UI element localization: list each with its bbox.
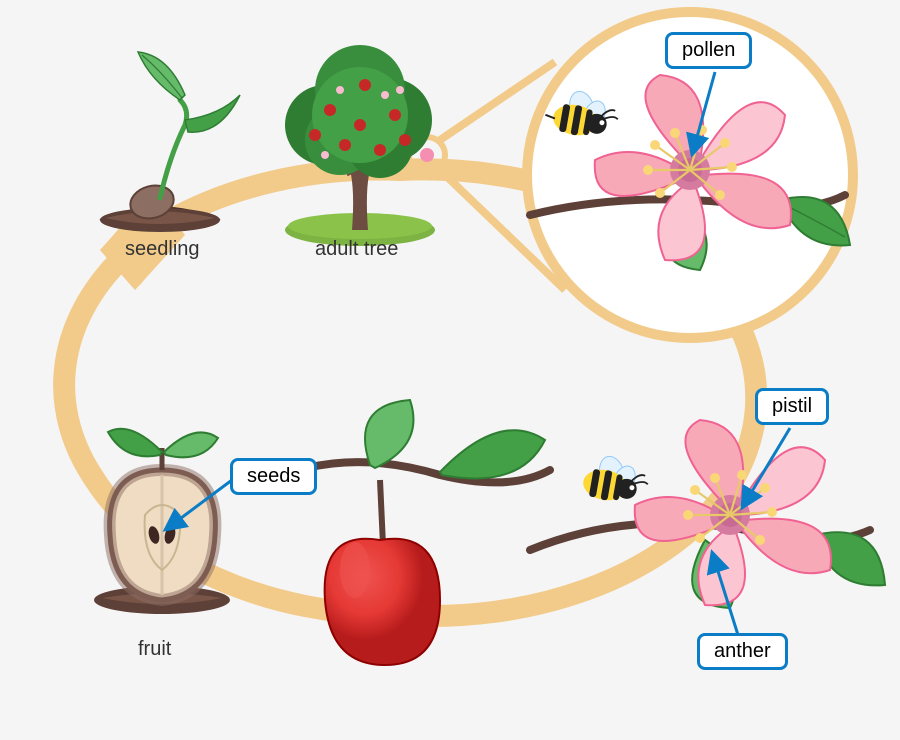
lifecycle-diagram: seedling adult tree fruit pollen pistil … <box>0 0 900 740</box>
callout-lines <box>0 0 900 740</box>
pollen-callout: pollen <box>665 32 752 69</box>
fruit-label: fruit <box>138 638 171 661</box>
adult-tree-label: adult tree <box>315 238 398 261</box>
pistil-callout: pistil <box>755 388 829 425</box>
seeds-callout: seeds <box>230 458 317 495</box>
seedling-label: seedling <box>125 238 200 261</box>
anther-callout: anther <box>697 633 788 670</box>
